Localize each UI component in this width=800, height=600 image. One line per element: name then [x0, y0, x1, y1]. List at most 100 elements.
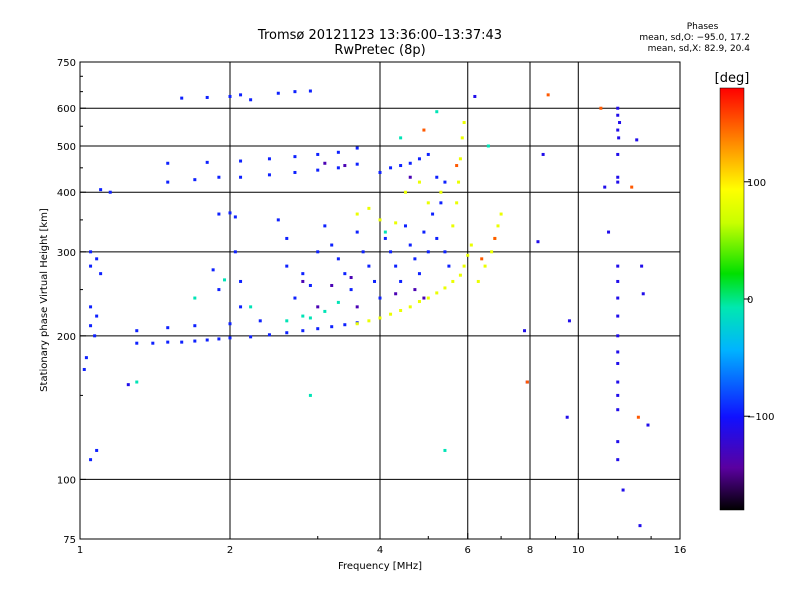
data-point — [616, 106, 620, 110]
data-point — [422, 128, 426, 132]
data-point — [389, 166, 393, 170]
data-point — [126, 383, 130, 387]
data-point — [603, 185, 607, 189]
phase-statistics-o: mean, sd,O: −95.0, 17.2 — [639, 33, 750, 43]
data-point — [389, 250, 393, 254]
data-point — [193, 324, 197, 328]
y-tick-label: 500 — [57, 142, 76, 153]
data-point — [469, 243, 473, 247]
data-point — [95, 257, 99, 261]
data-point — [355, 322, 359, 326]
data-point — [239, 279, 243, 283]
data-point — [166, 340, 170, 344]
data-point — [217, 212, 221, 216]
x-tick-label: 4 — [377, 545, 383, 556]
data-point — [217, 288, 221, 292]
data-point — [399, 164, 403, 168]
data-point — [616, 175, 620, 179]
y-tick-label: 750 — [57, 58, 76, 69]
data-point — [460, 136, 464, 140]
data-point — [490, 250, 494, 254]
data-point — [180, 96, 184, 100]
data-point — [267, 157, 271, 161]
data-point — [355, 162, 359, 166]
data-point — [336, 150, 340, 154]
data-point — [394, 264, 398, 268]
data-point — [166, 161, 170, 165]
data-point — [249, 98, 253, 102]
data-point — [616, 264, 620, 268]
data-point — [343, 272, 347, 276]
data-point — [422, 230, 426, 234]
data-point — [476, 279, 480, 283]
data-point — [486, 144, 490, 148]
data-point — [567, 319, 571, 323]
data-point — [166, 326, 170, 330]
data-point — [89, 305, 93, 309]
data-point — [621, 488, 625, 492]
data-point — [89, 458, 93, 462]
data-point — [267, 173, 271, 177]
data-point — [408, 175, 412, 179]
data-point — [616, 350, 620, 354]
grid-lines — [80, 62, 680, 539]
y-tick-label: 200 — [57, 332, 76, 343]
y-tick-label: 75 — [63, 535, 76, 546]
data-point — [394, 292, 398, 296]
data-point — [458, 273, 462, 277]
y-tick-label: 400 — [57, 188, 76, 199]
data-point — [617, 136, 621, 140]
data-point — [99, 188, 103, 192]
data-point — [616, 380, 620, 384]
data-point — [435, 236, 439, 240]
colorbar-tick-label: 0 — [747, 295, 753, 306]
data-point — [435, 110, 439, 114]
data-point — [616, 113, 620, 117]
data-point — [308, 89, 312, 93]
data-point — [616, 128, 620, 132]
data-point — [267, 333, 271, 337]
data-point — [166, 180, 170, 184]
data-point — [205, 95, 209, 99]
data-point — [638, 524, 642, 528]
data-point — [193, 339, 197, 343]
data-point — [82, 367, 86, 371]
y-tick-label: 300 — [57, 248, 76, 259]
data-point — [443, 448, 447, 452]
data-point — [239, 159, 243, 163]
phase-statistics-x: mean, sd,X: 82.9, 20.4 — [647, 44, 750, 54]
data-point — [408, 305, 412, 309]
data-point — [399, 308, 403, 312]
data-point — [316, 305, 320, 309]
data-point — [228, 336, 232, 340]
data-point — [349, 276, 353, 280]
data-point — [223, 278, 227, 282]
data-point — [525, 380, 529, 384]
x-tick-label: 2 — [227, 545, 233, 556]
data-point — [616, 180, 620, 184]
data-point — [301, 329, 305, 333]
data-point — [616, 152, 620, 156]
data-point — [599, 106, 603, 110]
data-point — [616, 296, 620, 300]
data-point — [473, 94, 477, 98]
data-point — [389, 312, 393, 316]
data-point — [636, 415, 640, 419]
data-point — [293, 296, 297, 300]
data-point — [426, 152, 430, 156]
data-point — [399, 136, 403, 140]
colorbar — [719, 87, 745, 511]
y-axis-label: Stationary phase Virtual Height [km] — [39, 208, 50, 392]
data-point — [308, 316, 312, 320]
data-point — [301, 279, 305, 283]
data-point — [217, 337, 221, 341]
x-axis-label: Frequency [MHz] — [338, 561, 422, 572]
data-point — [378, 296, 382, 300]
data-point — [367, 319, 371, 323]
x-tick-label: 16 — [674, 545, 687, 556]
data-point — [355, 212, 359, 216]
data-point — [108, 190, 112, 194]
data-point — [462, 264, 466, 268]
data-point — [546, 93, 550, 97]
data-point — [301, 272, 305, 276]
